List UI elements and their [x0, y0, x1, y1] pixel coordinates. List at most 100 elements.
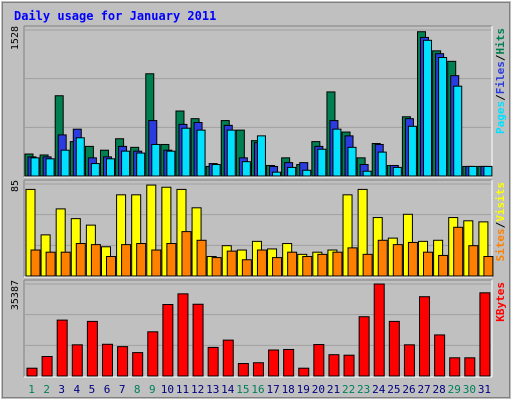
bar-sites-day-3 [60, 251, 71, 277]
x-tick-label-day-12: 12 [191, 383, 204, 396]
bar-kbytes-day-29 [449, 357, 461, 377]
bar-sites-day-31 [483, 256, 494, 277]
legend-visits: Visits [494, 182, 507, 222]
bar-sites-day-2 [45, 251, 56, 277]
y-max-label: 1528 [10, 26, 21, 50]
bar-sites-day-13 [211, 257, 222, 277]
x-tick-label-day-5: 5 [89, 383, 96, 396]
x-tick-label-day-4: 4 [74, 383, 81, 396]
bar-sites-day-28 [438, 254, 449, 277]
x-tick-label-day-1: 1 [28, 383, 35, 396]
legend-sites: Sites [494, 228, 507, 261]
bar-sites-day-12 [196, 239, 207, 277]
bar-kbytes-day-15 [237, 363, 249, 377]
x-tick-label-day-21: 21 [327, 383, 340, 396]
bar-kbytes-day-22 [343, 354, 355, 377]
bar-sites-day-9 [151, 249, 162, 277]
bar-kbytes-day-24 [373, 283, 385, 377]
bar-pages-day-3 [60, 149, 70, 177]
x-tick-label-day-22: 22 [342, 383, 355, 396]
bar-pages-day-21 [332, 128, 342, 177]
bar-kbytes-day-18 [283, 348, 295, 377]
legend-separator: / [494, 54, 507, 61]
bar-pages-day-24 [377, 151, 387, 177]
bar-kbytes-day-28 [434, 334, 446, 377]
bar-sites-day-19 [302, 256, 313, 277]
x-tick-label-day-15: 15 [236, 383, 249, 396]
bar-kbytes-day-23 [358, 316, 370, 377]
bar-kbytes-day-9 [147, 331, 159, 377]
bar-sites-day-18 [287, 251, 298, 277]
x-tick-label-day-28: 28 [433, 383, 446, 396]
bar-pages-day-22 [347, 146, 357, 177]
x-tick-label-day-7: 7 [119, 383, 126, 396]
bar-sites-day-26 [407, 241, 418, 277]
bar-sites-day-1 [30, 249, 41, 277]
bar-pages-day-14 [226, 129, 236, 177]
bar-kbytes-day-31 [479, 292, 491, 377]
bar-pages-day-5 [90, 163, 100, 177]
bar-pages-day-16 [256, 135, 266, 177]
bar-kbytes-day-6 [101, 343, 113, 377]
bar-kbytes-day-20 [313, 344, 325, 377]
bar-pages-day-25 [392, 166, 402, 177]
bar-pages-day-26 [407, 125, 417, 177]
bar-sites-day-14 [226, 250, 237, 277]
bar-sites-day-5 [90, 244, 101, 277]
bar-sites-day-23 [362, 253, 373, 277]
y-max-label: 35387 [10, 280, 21, 310]
x-tick-label-day-8: 8 [134, 383, 141, 396]
bar-pages-day-12 [196, 129, 206, 177]
bar-pages-day-10 [166, 150, 176, 177]
x-tick-label-day-2: 2 [43, 383, 50, 396]
legend-separator: / [494, 221, 507, 228]
bar-sites-day-7 [121, 244, 132, 277]
chart-title: Daily usage for January 2011 [14, 9, 216, 23]
x-axis-labels: 1 2 3 4 5 6 7 8 9 10 11 12 13 14 15 16 17 18 19 20 21 22 23 24 2… [28, 383, 491, 396]
bar-kbytes-day-12 [192, 303, 204, 377]
legend-kbytes: KBytes [494, 282, 507, 322]
bar-pages-day-13 [211, 164, 221, 177]
bar-pages-day-18 [287, 166, 297, 177]
bar-kbytes-day-4 [71, 344, 83, 377]
bar-sites-day-20 [317, 253, 328, 277]
bar-pages-day-15 [241, 161, 251, 177]
bar-sites-day-29 [453, 226, 464, 277]
legend-visits-sites: Sites/Visits [494, 182, 507, 262]
panel-kbytes: 35387 KBytes [10, 279, 507, 378]
bar-kbytes-day-30 [464, 357, 476, 377]
x-tick-label-day-27: 27 [417, 383, 430, 396]
panel-visits-sites: 85 Sites/Visits [10, 179, 507, 278]
bar-kbytes-day-2 [41, 356, 53, 377]
x-tick-label-day-14: 14 [221, 383, 235, 396]
y-max-label: 85 [10, 180, 21, 192]
legend-hits-files-pages: Pages/Files/Hits [494, 28, 507, 134]
bar-sites-day-8 [136, 243, 147, 277]
bar-sites-day-27 [423, 251, 434, 277]
legend-kbytes: KBytes [494, 282, 507, 322]
bar-pages-day-11 [181, 127, 191, 177]
bar-pages-day-8 [136, 152, 146, 177]
legend-pages: Pages [494, 101, 507, 134]
x-tick-label-day-6: 6 [104, 383, 111, 396]
x-tick-label-day-30: 30 [463, 383, 476, 396]
bar-sites-day-21 [332, 251, 343, 277]
bar-pages-day-23 [362, 170, 372, 177]
x-tick-label-day-19: 19 [297, 383, 310, 396]
bar-pages-day-31 [483, 165, 493, 177]
bar-pages-day-7 [121, 150, 131, 177]
bar-kbytes-day-13 [207, 346, 219, 377]
x-tick-label-day-20: 20 [312, 383, 325, 396]
bar-sites-day-15 [241, 259, 252, 277]
bar-kbytes-day-8 [132, 352, 144, 377]
x-tick-label-day-17: 17 [266, 383, 279, 396]
bar-kbytes-day-21 [328, 354, 340, 377]
bar-sites-day-22 [347, 247, 358, 277]
bar-kbytes-day-10 [162, 304, 174, 377]
x-tick-label-day-16: 16 [251, 383, 264, 396]
x-tick-label-day-29: 29 [448, 383, 461, 396]
